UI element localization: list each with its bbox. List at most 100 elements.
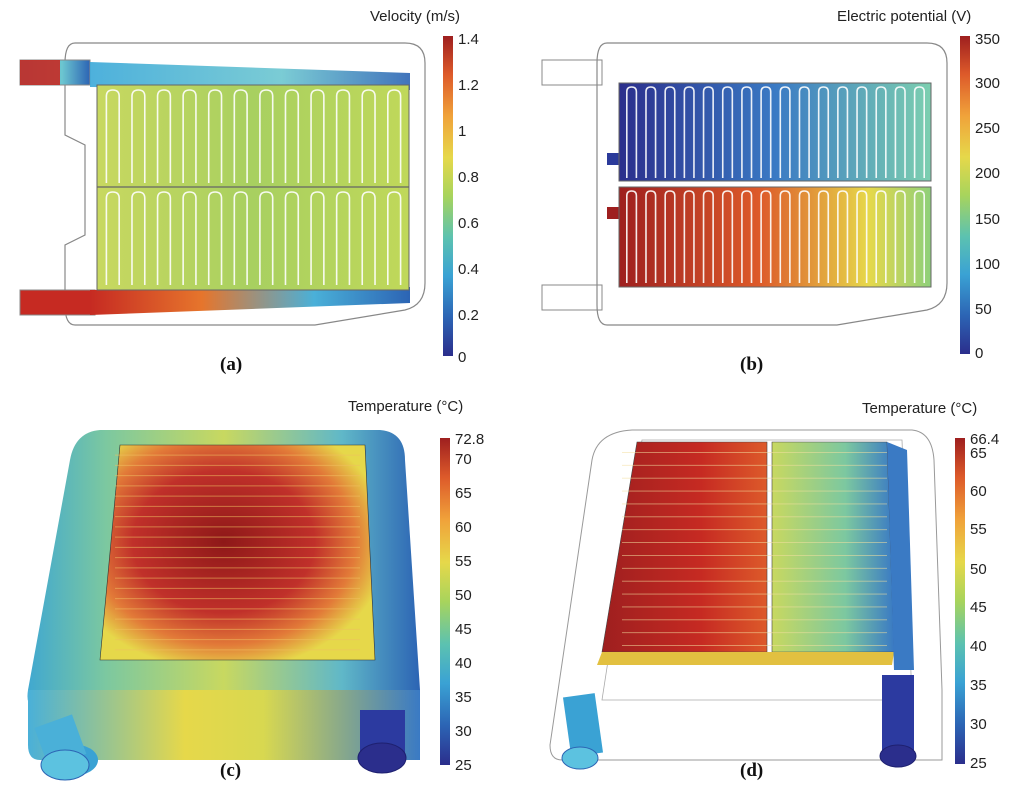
channel-loop	[131, 191, 146, 285]
side-cold-region	[887, 442, 914, 670]
channel-loop	[156, 89, 172, 183]
channel-loop	[105, 89, 120, 183]
channel-loop	[664, 190, 676, 283]
colorbar-tick: 0.2	[458, 307, 479, 324]
colorbar-tick: 1.2	[458, 77, 479, 94]
electric-potential-diagram	[541, 42, 948, 326]
colorbar-tick: 50	[970, 561, 987, 578]
colorbar-tick: 25	[455, 757, 472, 774]
housing-outline	[64, 42, 426, 326]
channel-loop	[182, 89, 197, 183]
channel-loop	[387, 89, 402, 183]
channel-loop	[817, 86, 830, 178]
serpentine-top	[618, 82, 932, 182]
channel-loop	[645, 190, 657, 283]
colorbar-title: Velocity (m/s)	[370, 8, 461, 25]
serpentine-bottom	[618, 186, 932, 288]
channel-loop	[625, 86, 638, 178]
colorbar-tick: 25	[970, 755, 987, 772]
channel-loop	[856, 86, 868, 178]
channels-left-hot	[601, 441, 768, 653]
channel-loop	[741, 86, 753, 178]
channel-loop	[894, 86, 906, 178]
module-front-face	[28, 690, 420, 760]
channel-loop	[284, 89, 300, 183]
colorbar-title: Electric potential (V)	[837, 8, 972, 25]
channel-loop	[335, 89, 351, 183]
channel-loop	[233, 89, 248, 183]
colorbar-tick: 250	[975, 120, 1001, 137]
panel-caption: (a)	[220, 354, 243, 375]
colorbar-tick: 55	[970, 521, 987, 538]
channel-loop	[207, 89, 223, 183]
housing-outline	[596, 42, 948, 326]
colorbar-tick: 1	[458, 123, 467, 140]
channels-right	[771, 441, 895, 653]
channel-loop	[310, 191, 325, 285]
channel-loop	[683, 86, 695, 178]
channel-loop	[310, 89, 325, 183]
channel-loop	[335, 191, 351, 285]
colorbar-tick: 50	[975, 301, 992, 318]
outlet-pipe-right	[882, 675, 914, 755]
channel-loop	[645, 86, 657, 178]
colorbar-tick: 100	[975, 256, 1001, 273]
channel-loop	[207, 191, 223, 285]
channel-loop	[875, 86, 887, 178]
channel-loop	[105, 191, 120, 285]
temperature-field-3d-solid	[27, 430, 420, 781]
panel-caption: (b)	[740, 354, 764, 375]
colorbar-tick: 200	[975, 165, 1001, 182]
channel-loop	[779, 190, 791, 283]
electrode-bottom	[607, 207, 619, 219]
colorbar-tick: 60	[970, 483, 987, 500]
channel-loop	[156, 191, 172, 285]
colorbar-tick: 0	[458, 349, 467, 366]
colorbar-tick: 1.4	[458, 31, 479, 48]
colorbar-tick: 60	[455, 519, 472, 536]
panel-d: Temperature (°C) 66.4 65 60 55 50 45 40 …	[512, 390, 1024, 796]
channel-loop	[702, 86, 714, 178]
channel-loop	[259, 89, 274, 183]
inlet-pipe-top	[541, 59, 603, 86]
colorbar-tick: 35	[970, 677, 987, 694]
channel-loop	[131, 89, 146, 183]
channel-loop	[875, 190, 887, 283]
channel-loop	[798, 86, 810, 178]
channel-loop	[664, 86, 676, 178]
channel-loop	[779, 86, 791, 178]
colorbar-title: Temperature (°C)	[862, 400, 978, 417]
channel-loop	[721, 86, 734, 178]
channel-loop	[760, 190, 772, 283]
colorbar-tick: 55	[455, 553, 472, 570]
channel-loop	[817, 190, 830, 283]
channel-loop	[683, 190, 695, 283]
channel-loop	[913, 190, 926, 283]
colorbar-tick: 65	[970, 445, 987, 462]
electrode-top	[607, 153, 619, 165]
channel-loop	[702, 190, 714, 283]
colorbar-tick: 70	[455, 451, 472, 468]
channel-loop	[837, 86, 849, 178]
panel-c: Temperature (°C) 72.8 70 65 60 55 50 45 …	[0, 390, 512, 796]
inlet-pipe-bottom	[19, 289, 96, 316]
colorbar-tick: 0.4	[458, 261, 479, 278]
colorbar-tick: 300	[975, 75, 1001, 92]
temperature-field-3d-wireframe	[549, 429, 943, 770]
colorbar-tick: 40	[970, 638, 987, 655]
colorbar-tick: 66.4	[970, 431, 1000, 448]
colorbar-tick: 30	[970, 716, 987, 733]
colorbar-tick: 150	[975, 211, 1001, 228]
colorbar-tick: 72.8	[455, 431, 485, 448]
channel-loop	[721, 190, 734, 283]
inlet-pipe-bottom	[541, 284, 603, 311]
channel-loop	[625, 190, 638, 283]
channel-loop	[760, 86, 772, 178]
channel-loop	[259, 191, 274, 285]
channel-loop	[284, 191, 300, 285]
channel-loop	[741, 190, 753, 283]
colorbar	[440, 438, 450, 765]
panel-caption: (d)	[740, 760, 764, 781]
channel-loop	[837, 190, 849, 283]
panel-a: Velocity (m/s) 1.4 1.2 1 0.8 0.6 0.4 0.2…	[0, 0, 512, 390]
